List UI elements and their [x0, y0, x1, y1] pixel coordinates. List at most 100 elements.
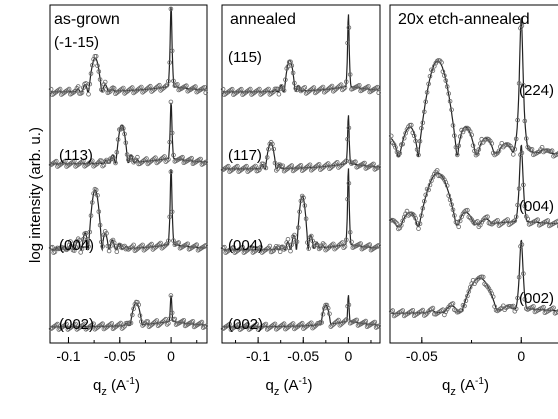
data-point [48, 86, 54, 92]
data-point [333, 86, 339, 92]
data-point [279, 84, 284, 89]
data-point [519, 242, 525, 247]
data-point [475, 219, 480, 224]
data-point [162, 84, 167, 90]
data-point [163, 159, 169, 164]
data-point [519, 150, 525, 156]
data-point [336, 317, 341, 323]
data-point [515, 117, 520, 123]
series-label: (002) [59, 316, 94, 333]
data-point [423, 99, 429, 104]
data-point [162, 318, 167, 323]
data-point [281, 321, 287, 327]
data-point [375, 84, 380, 90]
data-point [545, 218, 551, 223]
data-point [457, 134, 463, 139]
data-point [391, 218, 397, 224]
data-point [90, 158, 95, 164]
series-(115): (115) [220, 14, 382, 97]
data-point [66, 86, 72, 92]
data-point [462, 303, 467, 309]
data-point [516, 186, 522, 191]
data-point [141, 322, 147, 327]
data-point [452, 133, 457, 138]
data-point [353, 159, 358, 165]
panel-frame [389, 4, 558, 344]
data-point [523, 136, 529, 141]
data-point [345, 136, 350, 142]
data-point [430, 68, 436, 73]
data-point [341, 319, 347, 325]
data-point [163, 83, 169, 89]
data-point [341, 160, 347, 166]
data-point [285, 237, 291, 242]
data-point [290, 70, 296, 76]
data-point [332, 87, 337, 93]
data-point [414, 147, 420, 152]
data-point [410, 307, 416, 313]
data-point [73, 244, 78, 250]
fit-line [50, 169, 206, 252]
data-point [272, 86, 278, 92]
data-point [302, 85, 308, 90]
data-point [106, 159, 112, 164]
data-point [512, 218, 518, 224]
data-point [340, 240, 345, 245]
data-point [154, 318, 160, 323]
data-point [160, 319, 166, 324]
data-point [466, 289, 472, 294]
x-tick-label: 0 [167, 348, 175, 364]
data-point [168, 99, 174, 105]
data-point [79, 246, 85, 252]
data-point [400, 218, 406, 224]
data-point [340, 87, 345, 93]
x-axis: -0.1 -0.05 0 [56, 337, 198, 364]
data-point [450, 207, 456, 213]
data-point [475, 277, 480, 282]
data-point [68, 239, 73, 244]
data-point [320, 241, 326, 246]
data-point [171, 238, 176, 243]
data-point [63, 158, 68, 164]
data-point [403, 131, 408, 136]
data-point [513, 306, 519, 312]
traces: (224) (004) (002) [388, 16, 558, 319]
data-point [423, 192, 429, 198]
data-point [321, 242, 327, 248]
data-point [121, 325, 126, 330]
data-point [75, 84, 81, 89]
data-point [316, 162, 322, 167]
data-point [480, 274, 486, 280]
x-axis-label: qz (A-1) [442, 376, 489, 398]
data-point [337, 322, 343, 328]
data-point [203, 159, 209, 165]
data-point [176, 240, 182, 245]
data-point [376, 164, 382, 170]
data-point [275, 86, 280, 92]
data-point [476, 147, 482, 152]
data-point [367, 242, 373, 247]
data-point [477, 141, 483, 146]
data-point [330, 163, 336, 168]
data-point [258, 244, 264, 250]
data-point [72, 158, 77, 164]
data-point [358, 241, 363, 246]
data-point [449, 107, 454, 113]
data-point [240, 244, 245, 250]
data-point [518, 25, 523, 31]
data-point [84, 237, 90, 242]
data-point [557, 308, 558, 313]
data-point [529, 147, 535, 152]
data-point [420, 307, 426, 313]
data-point [388, 217, 394, 223]
data-point [376, 323, 382, 329]
data-point [420, 205, 426, 211]
data-point [417, 221, 423, 227]
data-point [189, 155, 194, 161]
data-point [114, 249, 120, 255]
data-point [100, 321, 105, 327]
data-point [239, 86, 244, 92]
data-point [135, 154, 140, 160]
data-point [245, 321, 251, 327]
x-tick-label: -0.05 [104, 348, 136, 364]
